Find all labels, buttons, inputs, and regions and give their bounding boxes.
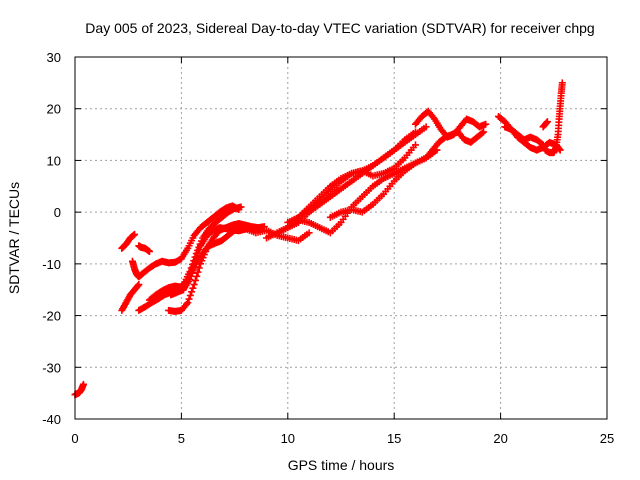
series-trace-b	[118, 230, 139, 252]
x-tick-label: 25	[600, 431, 614, 446]
data-point	[191, 276, 199, 284]
series-trace-a	[71, 380, 88, 399]
x-tick-label: 15	[387, 431, 401, 446]
y-tick-label: -20	[42, 309, 61, 324]
y-axis-label: SDTVAR / TECUs	[6, 182, 22, 294]
data-point	[195, 264, 203, 272]
data-point	[422, 123, 430, 131]
series-trace-c	[118, 281, 143, 314]
y-tick-label: 0	[54, 205, 61, 220]
data-point	[134, 282, 142, 290]
data-point	[188, 288, 196, 296]
data-point	[185, 295, 193, 303]
series-trace-q	[422, 128, 488, 162]
series-trace-o	[326, 146, 441, 221]
y-tick-label: 30	[47, 50, 61, 65]
data-point	[305, 229, 313, 237]
data-point	[478, 129, 486, 137]
data-point	[539, 141, 547, 149]
data-point	[543, 118, 551, 126]
data-point	[189, 284, 197, 292]
data-point	[194, 268, 202, 276]
data-point	[195, 245, 203, 253]
data-point	[145, 247, 153, 255]
data-point	[411, 128, 419, 136]
x-tick-label: 20	[493, 431, 507, 446]
x-tick-label: 0	[71, 431, 78, 446]
x-tick-label: 10	[281, 431, 295, 446]
y-tick-label: 20	[47, 102, 61, 117]
series-trace-e	[135, 242, 153, 255]
y-tick-label: 10	[47, 153, 61, 168]
data-point	[411, 141, 419, 149]
x-axis-label: GPS time / hours	[288, 457, 395, 473]
axis-ticks	[74, 56, 608, 420]
y-tick-label: -40	[42, 412, 61, 427]
chart-title: Day 005 of 2023, Sidereal Day-to-day VTE…	[85, 20, 594, 36]
data-point	[184, 299, 192, 307]
data-point	[186, 291, 194, 299]
series-trace-u	[541, 79, 566, 157]
x-tick-label: 5	[178, 431, 185, 446]
data-point	[80, 380, 88, 388]
series-trace-p	[411, 107, 490, 141]
data-point	[558, 79, 566, 87]
data-point	[538, 140, 546, 148]
data-point	[135, 281, 143, 289]
x-tick-labels: 0 5 10 15 20 25	[71, 431, 614, 446]
grid	[75, 57, 607, 419]
data-point	[480, 128, 488, 136]
data-point	[237, 203, 245, 211]
data-point	[190, 281, 198, 289]
data-points	[71, 79, 566, 399]
series-trace-s	[501, 123, 547, 149]
plot-frame	[74, 56, 608, 420]
data-point	[543, 119, 551, 127]
series-trace-i	[167, 224, 251, 299]
series-trace-t	[539, 118, 551, 131]
y-tick-label: -10	[42, 257, 61, 272]
series-trace-h	[165, 220, 268, 315]
y-tick-labels: -40 -30 -20 -10 0 10 20 30	[42, 50, 61, 427]
y-tick-label: -30	[42, 360, 61, 375]
data-point	[131, 230, 139, 238]
data-point	[482, 120, 490, 128]
